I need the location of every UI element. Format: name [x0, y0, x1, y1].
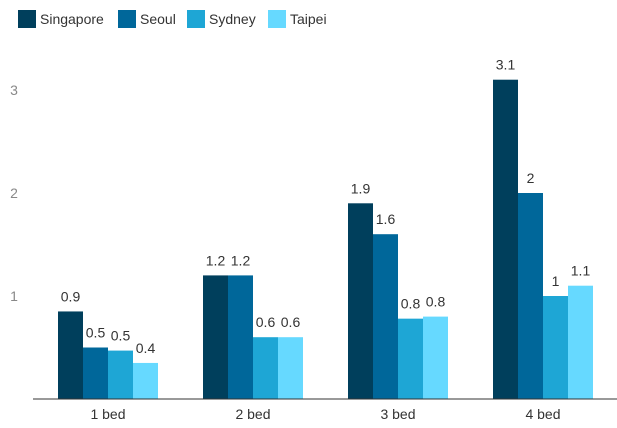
data-label-sydney-3-bed: 0.8	[401, 296, 421, 312]
data-label-sydney-2-bed: 0.6	[256, 314, 276, 330]
data-label-singapore-2-bed: 1.2	[206, 252, 226, 268]
chart-legend: Singapore Seoul Sydney Taipei	[18, 10, 327, 28]
x-tick-label-1-bed: 1 bed	[90, 406, 125, 422]
legend-label-singapore: Singapore	[40, 11, 104, 27]
bar-sydney-1-bed	[108, 350, 133, 399]
legend-label-taipei: Taipei	[290, 11, 327, 27]
x-tick-label-4-bed: 4 bed	[525, 406, 560, 422]
x-tick-label-2-bed: 2 bed	[235, 406, 270, 422]
legend-swatch-seoul	[118, 10, 136, 28]
data-labels: 0.9 1.2 1.9 3.1 0.5 1.2 1.6 2 0.5 0.6 0.8 1 0.4 0.6 0.…	[61, 57, 591, 356]
bar-seoul-3-bed	[373, 234, 398, 399]
y-tick-label: 2	[10, 185, 18, 201]
legend-label-seoul: Seoul	[140, 11, 176, 27]
bar-singapore-2-bed	[203, 275, 228, 399]
data-label-singapore-1-bed: 0.9	[61, 288, 81, 304]
data-label-seoul-3-bed: 1.6	[376, 211, 396, 227]
x-axis: 1 bed 2 bed 3 bed 4 bed	[90, 406, 560, 422]
data-label-sydney-4-bed: 1	[552, 273, 560, 289]
data-label-seoul-4-bed: 2	[527, 170, 535, 186]
bar-singapore-1-bed	[58, 311, 83, 399]
bar-sydney-2-bed	[253, 337, 278, 399]
bar-seoul-4-bed	[518, 193, 543, 399]
legend-swatch-sydney	[187, 10, 205, 28]
bar-singapore-4-bed	[493, 79, 518, 399]
bar-seoul-1-bed	[83, 347, 108, 399]
data-label-singapore-3-bed: 1.9	[351, 180, 371, 196]
bar-taipei-1-bed	[133, 362, 158, 399]
data-label-seoul-2-bed: 1.2	[231, 252, 251, 268]
y-tick-label: 1	[10, 288, 18, 304]
legend-swatch-singapore	[18, 10, 36, 28]
data-label-taipei-3-bed: 0.8	[426, 294, 446, 310]
legend-label-sydney: Sydney	[209, 11, 256, 27]
data-label-sydney-1-bed: 0.5	[111, 328, 131, 344]
bar-sydney-4-bed	[543, 296, 568, 399]
legend-swatch-taipei	[268, 10, 286, 28]
bar-singapore-3-bed	[348, 203, 373, 399]
bar-sydney-3-bed	[398, 318, 423, 399]
bar-seoul-2-bed	[228, 275, 253, 399]
x-tick-label-3-bed: 3 bed	[380, 406, 415, 422]
y-tick-label: 3	[10, 82, 18, 98]
data-label-seoul-1-bed: 0.5	[86, 325, 106, 341]
data-label-taipei-1-bed: 0.4	[136, 340, 156, 356]
data-label-singapore-4-bed: 3.1	[496, 57, 516, 73]
y-axis: 1 2 3	[10, 82, 18, 304]
data-label-taipei-2-bed: 0.6	[281, 314, 301, 330]
bar-taipei-4-bed	[568, 285, 593, 399]
data-label-taipei-4-bed: 1.1	[571, 263, 591, 279]
bar-taipei-3-bed	[423, 316, 448, 399]
bar-taipei-2-bed	[278, 337, 303, 399]
bar-series	[58, 79, 593, 399]
